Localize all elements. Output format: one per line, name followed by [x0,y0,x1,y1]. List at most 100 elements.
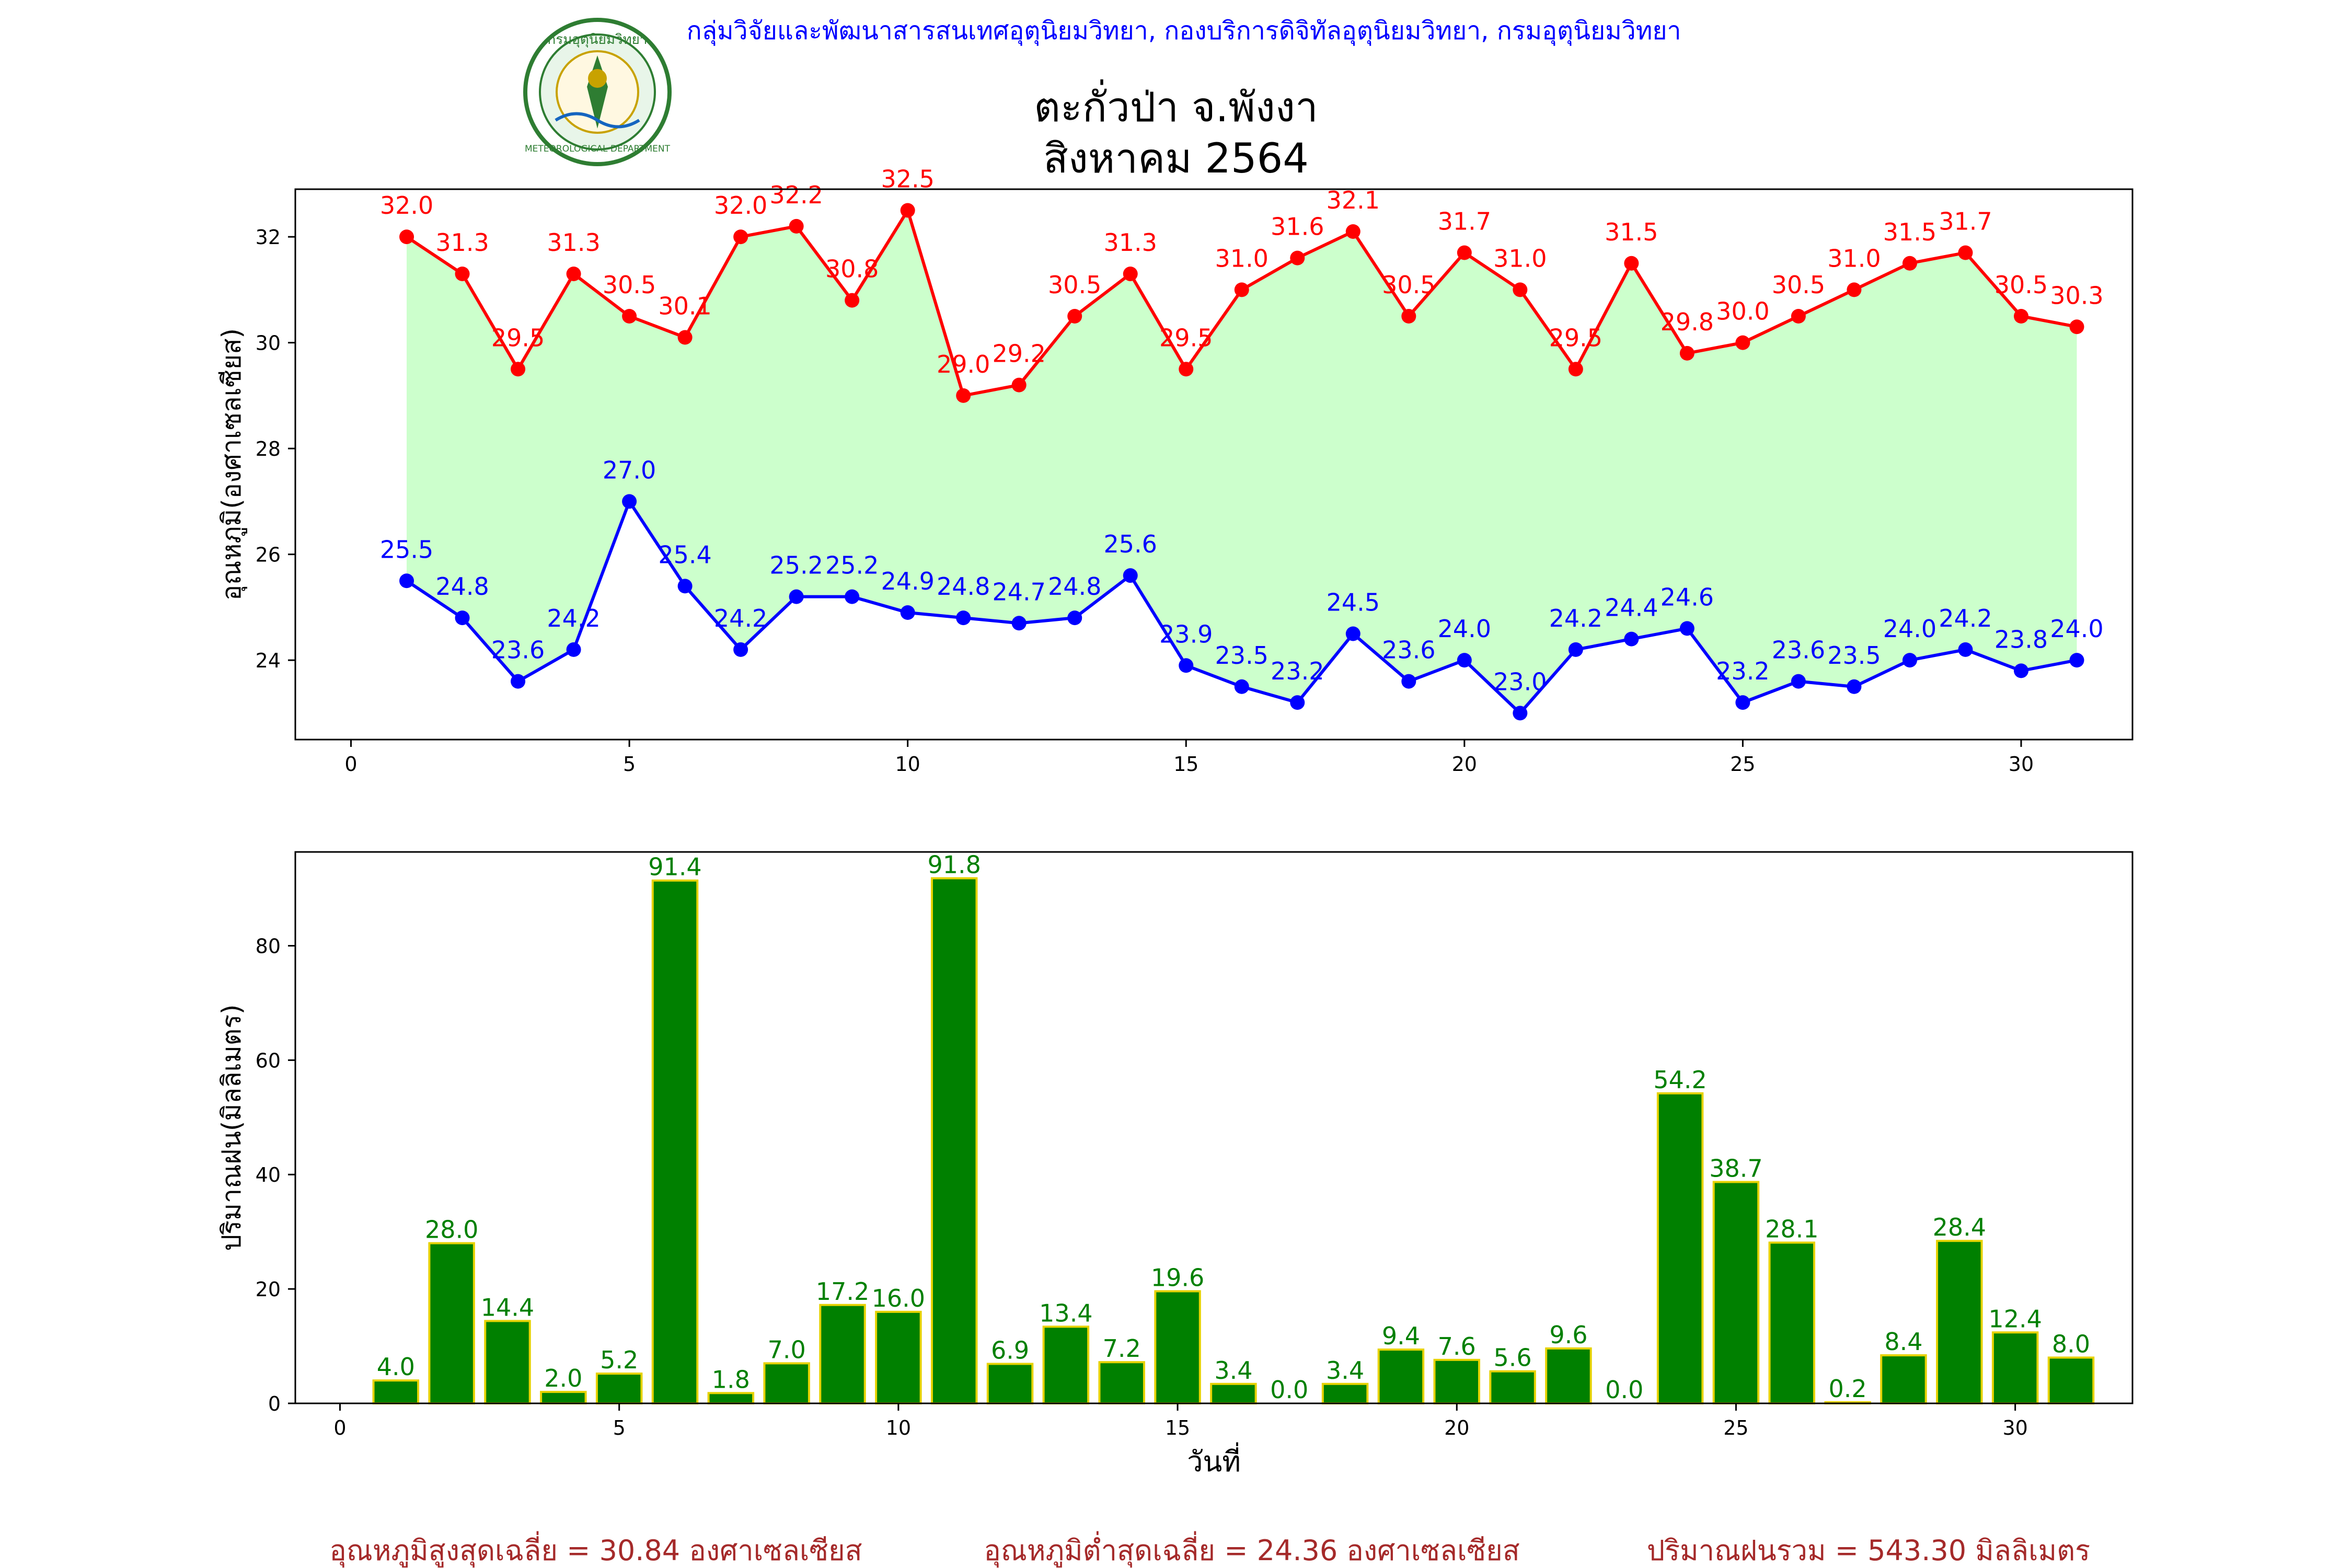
rain-value-label: 7.2 [1103,1334,1141,1363]
min-temp-point [1067,610,1082,626]
min-temp-point [1735,695,1750,710]
max-temp-label: 29.5 [491,324,545,352]
rain-bar [651,879,699,1405]
min-temp-point [1568,642,1583,657]
max-temp-point [1735,335,1750,350]
max-temp-label: 30.3 [2050,281,2103,309]
max-temp-label: 29.5 [1549,324,1602,352]
max-temp-label: 30.5 [1048,271,1101,299]
rain-value-label: 2.0 [544,1364,582,1392]
max-temp-label: 32.0 [380,191,433,220]
min-temp-label: 23.0 [1493,667,1547,696]
rain-value-label: 38.7 [1709,1154,1762,1182]
max-temp-label: 31.7 [1438,207,1491,236]
max-temp-point [845,293,860,308]
max-temp-point [677,330,693,345]
max-temp-point [956,388,971,403]
min-temp-label: 23.5 [1215,641,1269,670]
rain-bar [1991,1331,2039,1405]
temp-y-tick-label: 28 [256,437,281,460]
rain-bar [595,1373,643,1405]
rain-bar [1880,1354,1927,1405]
max-temp-label: 31.5 [1605,218,1658,246]
min-temp-label: 24.2 [547,604,600,632]
rain-value-label: 91.8 [927,850,981,879]
min-temp-label: 24.0 [2050,615,2103,643]
min-temp-label: 25.6 [1104,530,1157,558]
max-temp-point [566,267,581,281]
rain-x-tick-label: 20 [1444,1416,1469,1439]
max-temp-label: 31.0 [1493,244,1547,272]
max-temp-label: 29.5 [1159,324,1213,352]
min-temp-label: 24.9 [881,567,934,595]
max-temp-label: 32.2 [769,181,823,209]
max-temp-point [1457,245,1472,260]
max-temp-label: 30.5 [603,271,656,299]
temp-x-tick-label: 5 [623,753,636,776]
min-temp-point [1011,616,1027,631]
temp-x-tick-label: 20 [1452,753,1477,776]
max-temp-point [1067,309,1082,324]
rain-x-tick-label: 15 [1165,1416,1190,1439]
max-temp-point [1847,282,1862,297]
min-temp-label: 25.2 [769,551,823,580]
max-temp-point [1791,309,1806,324]
max-temp-label: 31.3 [1104,228,1157,257]
rain-value-label: 5.2 [600,1346,638,1374]
min-temp-point [1847,679,1862,694]
rain-bar [1712,1181,1760,1404]
rain-bar [1098,1361,1145,1405]
rain-y-tick-label: 20 [256,1278,281,1301]
temp-y-tick-label: 24 [256,649,281,672]
max-temp-point [622,309,637,324]
min-temp-label: 24.8 [1048,572,1101,601]
logo-top-text: กรมอุตุนิยมวิทยา [547,32,647,48]
rain-value-label: 28.1 [1765,1215,1818,1243]
max-temp-point [1290,250,1305,266]
rain-value-label: 0.0 [1270,1376,1308,1404]
average-min-temp: อุณหภูมิต่ำสุดเฉลี่ย = 24.36 องศาเซลเซีย… [984,1531,1519,1568]
max-temp-label: 32.0 [714,191,767,220]
max-temp-point [2013,309,2028,324]
min-temp-point [1179,658,1194,673]
rain-bar [1768,1241,1816,1405]
min-temp-point [1457,653,1472,668]
max-temp-label: 30.1 [658,292,711,320]
department-logo: กรมอุตุนิยมวิทยา METEOROLOGICAL DEPARTME… [523,18,672,166]
max-temp-point [1011,377,1027,393]
rainfall-axis-label: ปริมาณฝน(มิลลิเมตร) [216,1004,247,1251]
max-temp-label: 30.8 [825,255,879,283]
max-temp-label: 31.3 [547,228,600,257]
rain-value-label: 54.2 [1653,1066,1707,1094]
min-temp-point [2013,663,2028,678]
rain-y-tick-label: 60 [256,1049,281,1072]
min-temp-label: 24.8 [435,572,489,601]
min-temp-label: 24.0 [1438,615,1491,643]
max-temp-point [733,229,748,245]
min-temp-point [622,494,637,509]
max-temp-point [1345,224,1361,239]
rain-value-label: 28.0 [425,1216,478,1244]
temp-y-tick-label: 32 [256,226,281,249]
rain-y-tick-label: 0 [268,1392,281,1415]
total-rainfall: ปริมาณฝนรวม = 543.30 มิลลิเมตร [1647,1534,2090,1567]
max-temp-point [1179,362,1194,377]
min-temp-label: 25.2 [825,551,879,580]
max-temp-point [1958,245,1973,260]
rain-bar [2047,1356,2095,1405]
min-temp-label: 24.0 [1883,615,1936,643]
rain-x-tick-label: 10 [886,1416,911,1439]
temp-y-tick-label: 26 [256,544,281,567]
min-temp-label: 23.6 [1772,636,1825,664]
rain-value-label: 6.9 [991,1336,1029,1364]
min-temp-label: 24.2 [1939,604,1992,632]
max-temp-label: 30.5 [1772,271,1825,299]
min-temp-label: 24.4 [1605,594,1658,622]
rain-x-tick-label: 0 [333,1416,346,1439]
rainfall-plot-frame [294,851,2134,1404]
max-temp-label: 31.5 [1883,218,1936,246]
rain-bar [1154,1290,1201,1405]
rain-bar [1321,1382,1369,1405]
min-temp-label: 25.5 [380,535,433,563]
temp-x-tick-label: 15 [1173,753,1198,776]
